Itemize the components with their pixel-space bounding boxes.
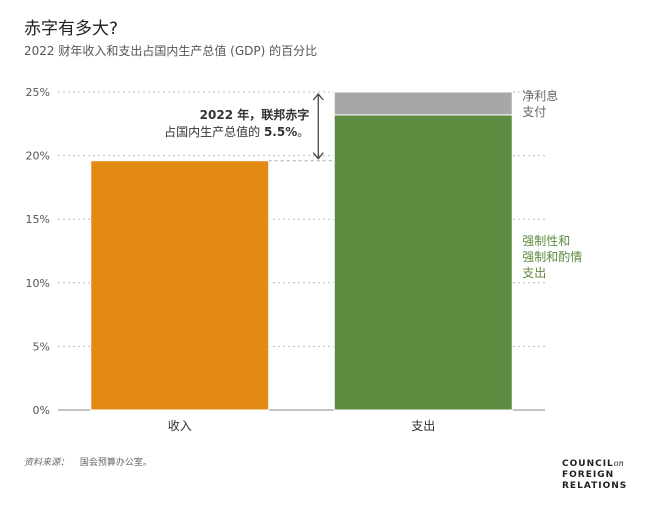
y-tick-label: 25% [26,86,50,99]
y-tick-label: 0% [33,404,50,417]
y-tick-label: 5% [33,340,50,353]
source-label: 资料来源： [24,458,70,468]
deficit-arrowhead-down [312,152,324,160]
series-label-spending: 强制和酌情 [522,250,582,264]
y-tick-label: 10% [26,277,50,290]
logo-line-1: COUNCIL [562,459,614,469]
source-note: 资料来源： 国会预算办公室。 [24,455,152,468]
bar-segment [90,160,270,411]
logo-line-3: RELATIONS [562,481,628,491]
logo-line-2: FOREIGN [562,470,615,480]
cfr-logo: COUNCILon FOREIGN RELATIONS [562,458,627,492]
source-text: 国会预算办公室。 [79,458,152,468]
series-label-interest: 支付 [522,105,546,119]
y-tick-label: 15% [26,213,50,226]
annotation-line-1: 2022 年，联邦赤字 [200,107,310,122]
chart-subtitle: 2022 财年收入和支出占国内生产总值 (GDP) 的百分比 [24,44,318,58]
series-label-interest: 净利息 [522,88,558,103]
series-label-spending: 强制性和 [522,234,570,248]
x-tick-label: 支出 [411,419,435,433]
bar-segment [333,114,513,411]
logo-on: on [613,459,624,468]
bar-chart: 0% 5% 10% 15% 20% 25% 收入 支出 2022 年，联邦赤字占国内生产总值的 … [26,86,583,433]
y-tick-label: 20% [26,150,50,163]
annotation-line-2: 占国内生产总值的 5.5%。 [164,124,309,139]
bar-segment [333,91,513,116]
chart-title: 赤字有多大? [24,19,119,39]
series-label-spending: 支出 [522,266,546,280]
x-tick-label: 收入 [168,419,192,433]
deficit-arrowhead-up [312,92,324,101]
